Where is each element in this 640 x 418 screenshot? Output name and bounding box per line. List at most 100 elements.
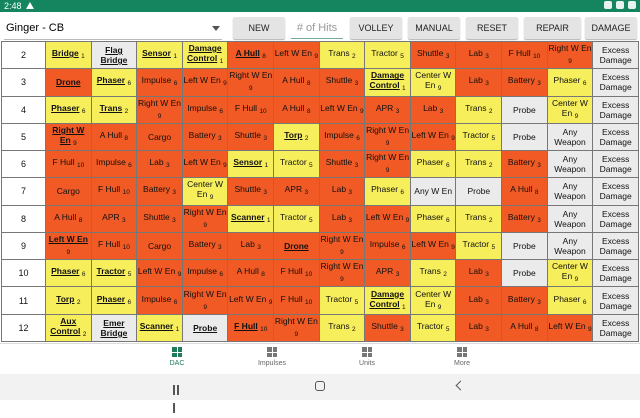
damage-cell[interactable]: Trans 2: [318, 40, 366, 70]
damage-cell[interactable]: Left W En 9: [181, 68, 229, 97]
damage-cell[interactable]: Battery 3: [501, 150, 548, 179]
damage-cell[interactable]: Shuttle 3: [136, 204, 183, 233]
damage-cell[interactable]: Left W En 9: [181, 150, 229, 179]
damage-cell[interactable]: Excess Damage: [592, 40, 639, 70]
damage-cell[interactable]: Probe: [501, 231, 548, 261]
damage-cell[interactable]: Excess Damage: [592, 231, 639, 261]
damage-cell[interactable]: Left W En 9: [227, 286, 275, 315]
damage-cell[interactable]: F Hull 10: [227, 313, 275, 343]
damage-cell[interactable]: Excess Damage: [592, 68, 639, 97]
damage-cell[interactable]: APR 3: [90, 204, 138, 233]
damage-cell[interactable]: Lab 3: [455, 259, 503, 288]
damage-cell[interactable]: Excess Damage: [592, 122, 639, 152]
damage-cell[interactable]: Left W En 9: [45, 231, 92, 261]
damage-cell[interactable]: Right W En 9: [546, 40, 594, 70]
damage-cell[interactable]: Trans 2: [318, 313, 366, 343]
damage-cell[interactable]: Tractor 5: [455, 231, 503, 261]
damage-cell[interactable]: Lab 3: [318, 204, 366, 233]
damage-cell[interactable]: Left W En 9: [136, 259, 183, 288]
recents-icon[interactable]: [173, 382, 183, 413]
damage-button[interactable]: DAMAGE: [585, 17, 637, 39]
damage-cell[interactable]: Sensor 1: [227, 150, 275, 179]
damage-cell[interactable]: Center W En 9: [409, 286, 457, 315]
damage-cell[interactable]: APR 3: [364, 95, 411, 124]
damage-cell[interactable]: Excess Damage: [592, 204, 639, 233]
damage-cell[interactable]: Center W En 9: [546, 259, 594, 288]
damage-cell[interactable]: Scanner 1: [227, 204, 275, 233]
damage-cell[interactable]: Trans 2: [455, 150, 503, 179]
damage-cell[interactable]: F Hull 10: [227, 95, 275, 124]
damage-cell[interactable]: Cargo: [45, 177, 92, 206]
damage-cell[interactable]: Right W En 9: [364, 122, 411, 152]
damage-cell[interactable]: A Hull 8: [273, 68, 320, 97]
damage-cell[interactable]: Right W En 9: [318, 231, 366, 261]
damage-cell[interactable]: Impulse 6: [364, 231, 411, 261]
damage-cell[interactable]: Lab 3: [455, 286, 503, 315]
damage-cell[interactable]: Center W En 9: [409, 68, 457, 97]
damage-cell[interactable]: Right W En 9: [136, 95, 183, 124]
damage-cell[interactable]: Excess Damage: [592, 150, 639, 179]
damage-cell[interactable]: F Hull 10: [501, 40, 548, 70]
damage-cell[interactable]: A Hull 8: [90, 122, 138, 152]
damage-cell[interactable]: Any Weapon: [546, 177, 594, 206]
damage-cell[interactable]: Scanner 1: [136, 313, 183, 343]
nav-item-impulses[interactable]: Impulses: [232, 346, 312, 367]
damage-cell[interactable]: Left W En 9: [364, 204, 411, 233]
damage-cell[interactable]: Impulse 6: [136, 286, 183, 315]
damage-cell[interactable]: Phaser 6: [45, 95, 92, 124]
damage-cell[interactable]: Torp 2: [273, 122, 320, 152]
home-icon[interactable]: [315, 381, 325, 391]
damage-cell[interactable]: Impulse 6: [181, 259, 229, 288]
damage-cell[interactable]: Phaser 6: [546, 68, 594, 97]
damage-cell[interactable]: Battery 3: [501, 286, 548, 315]
damage-cell[interactable]: Right W En 9: [273, 313, 320, 343]
damage-cell[interactable]: Emer Bridge: [90, 313, 138, 343]
damage-cell[interactable]: Phaser 6: [409, 150, 457, 179]
damage-cell[interactable]: Center W En 9: [181, 177, 229, 206]
damage-cell[interactable]: Tractor 5: [90, 259, 138, 288]
damage-cell[interactable]: Any W En: [409, 177, 457, 206]
damage-cell[interactable]: Battery 3: [501, 68, 548, 97]
reset-button[interactable]: RESET: [466, 17, 518, 39]
damage-cell[interactable]: Shuttle 3: [364, 313, 411, 343]
damage-cell[interactable]: A Hull 8: [273, 95, 320, 124]
damage-cell[interactable]: Lab 3: [455, 40, 503, 70]
ship-select[interactable]: Ginger - CB: [4, 16, 222, 40]
damage-cell[interactable]: A Hull 8: [227, 40, 275, 70]
manual-button[interactable]: MANUAL: [408, 17, 460, 39]
damage-cell[interactable]: Any Weapon: [546, 204, 594, 233]
damage-cell[interactable]: Excess Damage: [592, 313, 639, 343]
repair-button[interactable]: REPAIR: [524, 17, 581, 39]
damage-cell[interactable]: Battery 3: [181, 122, 229, 152]
damage-cell[interactable]: Lab 3: [227, 231, 275, 261]
damage-cell[interactable]: Trans 2: [90, 95, 138, 124]
damage-cell[interactable]: Drone: [273, 231, 320, 261]
damage-cell[interactable]: Right W En 9: [45, 122, 92, 152]
damage-cell[interactable]: Shuttle 3: [409, 40, 457, 70]
damage-cell[interactable]: F Hull 10: [45, 150, 92, 179]
damage-cell[interactable]: Left W En 9: [546, 313, 594, 343]
damage-cell[interactable]: Tractor 5: [273, 150, 320, 179]
damage-cell[interactable]: Impulse 6: [136, 68, 183, 97]
damage-cell[interactable]: Any Weapon: [546, 150, 594, 179]
damage-cell[interactable]: Battery 3: [136, 177, 183, 206]
damage-cell[interactable]: Probe: [181, 313, 229, 343]
damage-cell[interactable]: Tractor 5: [273, 204, 320, 233]
damage-cell[interactable]: Right W En 9: [364, 150, 411, 179]
damage-cell[interactable]: Trans 2: [455, 204, 503, 233]
damage-cell[interactable]: Phaser 6: [409, 204, 457, 233]
damage-cell[interactable]: Sensor 1: [136, 40, 183, 70]
damage-cell[interactable]: F Hull 10: [273, 259, 320, 288]
damage-cell[interactable]: Lab 3: [455, 313, 503, 343]
nav-item-units[interactable]: Units: [327, 346, 407, 367]
damage-cell[interactable]: Left W En 9: [409, 231, 457, 261]
damage-cell[interactable]: A Hull 8: [501, 177, 548, 206]
damage-cell[interactable]: Battery 3: [181, 231, 229, 261]
damage-cell[interactable]: Excess Damage: [592, 177, 639, 206]
damage-cell[interactable]: Shuttle 3: [318, 150, 366, 179]
damage-cell[interactable]: Battery 3: [501, 204, 548, 233]
damage-cell[interactable]: Trans 2: [455, 95, 503, 124]
damage-cell[interactable]: Any Weapon: [546, 122, 594, 152]
damage-cell[interactable]: Right W En 9: [181, 286, 229, 315]
damage-cell[interactable]: Center W En 9: [546, 95, 594, 124]
